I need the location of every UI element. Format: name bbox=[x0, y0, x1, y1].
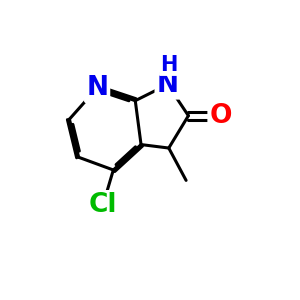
Text: H: H bbox=[160, 55, 178, 75]
Text: Cl: Cl bbox=[89, 192, 117, 218]
Text: O: O bbox=[209, 103, 232, 129]
Text: N: N bbox=[157, 71, 178, 98]
Text: N: N bbox=[86, 75, 108, 101]
